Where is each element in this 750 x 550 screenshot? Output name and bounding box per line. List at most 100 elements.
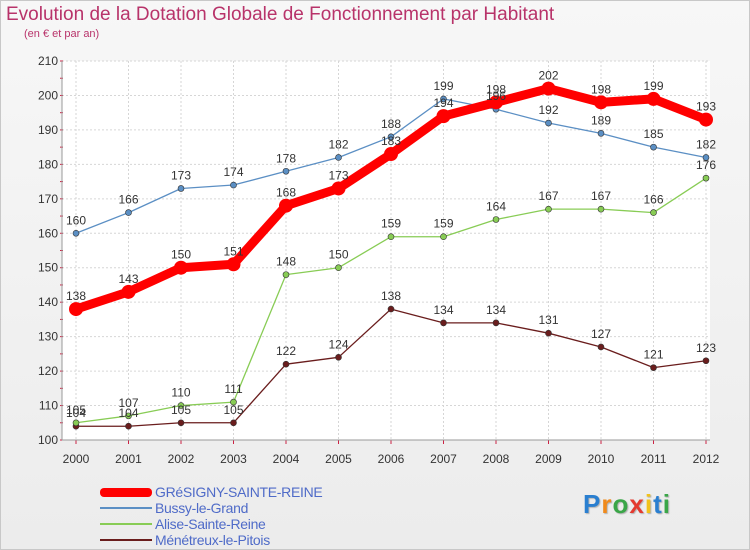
data-label: 166 xyxy=(643,193,663,207)
data-point xyxy=(387,305,395,313)
data-label: 199 xyxy=(433,79,453,93)
data-point xyxy=(125,209,132,216)
data-label: 174 xyxy=(223,165,243,179)
legend-swatch xyxy=(100,523,152,525)
data-point xyxy=(282,360,290,368)
data-label: 178 xyxy=(276,151,296,165)
data-label: 182 xyxy=(696,137,716,151)
data-point xyxy=(545,329,552,337)
data-point xyxy=(177,402,185,409)
data-point xyxy=(702,357,710,365)
data-label: 138 xyxy=(66,289,86,303)
y-tick-label: 150 xyxy=(38,261,58,275)
data-point xyxy=(702,174,710,182)
data-label: 166 xyxy=(118,193,138,207)
data-point xyxy=(230,398,237,406)
chart-subtitle: (en € et par an) xyxy=(24,28,100,40)
data-point xyxy=(121,284,136,299)
data-point xyxy=(650,209,657,216)
data-point xyxy=(702,154,710,161)
y-tick-label: 180 xyxy=(38,157,58,171)
data-label: 127 xyxy=(591,327,611,341)
data-label: 104 xyxy=(66,406,86,420)
x-tick-label: 2001 xyxy=(115,452,142,466)
data-label: 192 xyxy=(538,103,558,117)
data-label: 107 xyxy=(118,396,138,410)
data-label: 185 xyxy=(643,127,663,141)
legend-swatch xyxy=(100,539,152,541)
data-point xyxy=(597,205,605,213)
data-point xyxy=(72,229,80,237)
data-point xyxy=(226,257,241,272)
legend: GRéSIGNY-SAINTE-REINE Bussy-le-Grand Alise… xyxy=(100,484,360,548)
data-point xyxy=(492,319,500,327)
data-point xyxy=(230,181,237,189)
x-tick-label: 2003 xyxy=(220,452,247,466)
data-label: 124 xyxy=(328,337,348,351)
legend-swatch xyxy=(100,487,152,497)
data-point xyxy=(541,81,556,96)
legend-label: GRéSIGNY-SAINTE-REINE xyxy=(155,484,323,500)
proxiti-logo: Proxiti xyxy=(583,489,671,520)
legend-label: Alise-Sainte-Reine xyxy=(155,516,266,532)
data-point xyxy=(387,133,395,141)
logo-letter: t xyxy=(653,489,663,519)
x-tick-label: 2008 xyxy=(483,452,510,466)
data-label: 159 xyxy=(433,217,453,231)
chart-title: Evolution de la Dotation Globale de Fonc… xyxy=(6,4,555,25)
data-point xyxy=(594,95,608,110)
y-tick-label: 190 xyxy=(38,123,58,137)
legend-swatch xyxy=(100,507,152,509)
data-point xyxy=(125,422,132,430)
data-label: 123 xyxy=(696,341,716,355)
x-tick-label: 2011 xyxy=(641,452,667,466)
x-tick-label: 2004 xyxy=(273,452,300,466)
x-tick-label: 2009 xyxy=(535,452,562,466)
data-label: 131 xyxy=(538,313,558,327)
data-point xyxy=(650,364,657,371)
logo-letter: i xyxy=(662,489,671,519)
data-label: 104 xyxy=(118,406,138,420)
data-point xyxy=(331,181,346,196)
data-point xyxy=(646,91,661,106)
data-label: 173 xyxy=(328,168,348,182)
data-point xyxy=(650,143,657,151)
data-point xyxy=(125,412,132,420)
y-tick-label: 120 xyxy=(38,364,58,378)
data-point xyxy=(335,154,342,161)
data-label: 183 xyxy=(381,134,401,148)
data-label: 148 xyxy=(276,255,296,269)
legend-item: GRéSIGNY-SAINTE-REINE xyxy=(100,484,360,500)
data-point xyxy=(387,233,395,241)
y-tick-label: 140 xyxy=(38,295,58,309)
legend-label: Ménétreux-le-Pitois xyxy=(155,532,270,548)
legend-item: Ménétreux-le-Pitois xyxy=(100,532,360,548)
data-point xyxy=(282,167,290,175)
data-point xyxy=(177,419,185,427)
data-label: 160 xyxy=(66,213,86,227)
data-point xyxy=(174,260,188,275)
data-label: 122 xyxy=(276,344,296,358)
legend-item: Alise-Sainte-Reine xyxy=(100,516,360,532)
data-point xyxy=(545,119,552,127)
y-tick-label: 210 xyxy=(38,54,58,68)
data-label: 134 xyxy=(486,303,506,317)
data-point xyxy=(440,233,447,241)
data-label: 121 xyxy=(643,348,663,362)
data-label: 138 xyxy=(381,289,401,303)
data-label: 202 xyxy=(538,69,558,83)
y-tick-label: 170 xyxy=(38,192,58,206)
y-tick-label: 130 xyxy=(38,330,58,344)
data-label: 150 xyxy=(328,248,348,262)
data-point xyxy=(335,354,342,361)
data-label: 150 xyxy=(171,248,191,262)
data-point xyxy=(699,112,713,127)
data-point xyxy=(597,130,605,137)
data-label: 111 xyxy=(224,382,243,396)
data-point xyxy=(335,264,342,272)
data-label: 173 xyxy=(171,168,191,182)
data-point xyxy=(177,185,185,192)
data-label: 110 xyxy=(171,386,190,400)
line-chart: 100 110 120 130 140 150 160 170 180 190 200 210 2000… xyxy=(38,54,720,466)
data-label: 105 xyxy=(171,403,191,417)
